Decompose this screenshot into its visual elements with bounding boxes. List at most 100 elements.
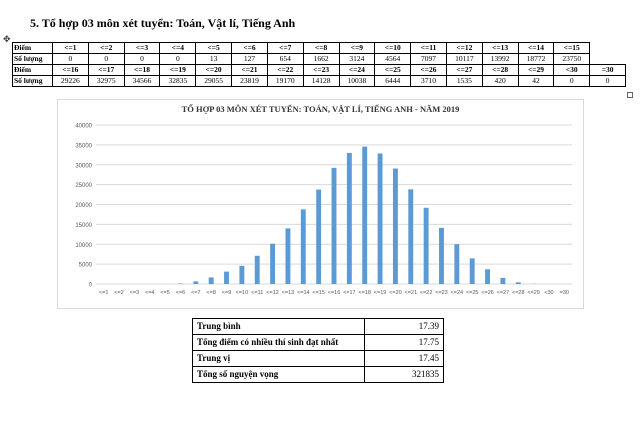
- x-tick-label: <=23: [435, 290, 448, 296]
- score-distribution-table: Điểm <=1 <=2 <=3 <=4 <=5 <=6 <=7 <=8 <=9 <=10 <=11 <…: [12, 42, 626, 87]
- count-cell: 3710: [410, 75, 447, 87]
- bar: [300, 209, 306, 284]
- x-tick-label: <=20: [389, 290, 402, 296]
- count-cell: 0: [159, 53, 197, 65]
- x-tick-label: <=5: [160, 290, 169, 296]
- x-tick-label: <=2: [114, 290, 123, 296]
- y-tick-label: 15000: [75, 223, 92, 229]
- score-cell: <=22: [266, 64, 304, 76]
- x-tick-label: <=29: [527, 290, 540, 296]
- score-cell: <=11: [410, 42, 447, 54]
- score-cell: <=24: [338, 64, 376, 76]
- x-tick-label: <=13: [282, 290, 295, 296]
- count-cell: 13: [195, 53, 233, 65]
- x-tick-label: <=3: [130, 290, 139, 296]
- stat-label: Tổng điểm có nhiều thí sinh đạt nhất: [192, 334, 365, 351]
- count-cell: 4564: [374, 53, 412, 65]
- score-cell: <=6: [231, 42, 268, 54]
- x-tick-label: <=10: [236, 290, 249, 296]
- count-cell: 3124: [338, 53, 376, 65]
- bar: [177, 283, 183, 284]
- count-cell: 6444: [374, 75, 412, 87]
- score-cell: <=14: [517, 42, 555, 54]
- x-tick-label: <=8: [206, 290, 215, 296]
- score-cell: <=3: [123, 42, 161, 54]
- bar: [208, 277, 214, 284]
- count-cell: 420: [481, 75, 519, 87]
- table-row-scores-1: Điểm <=1 <=2 <=3 <=4 <=5 <=6 <=7 <=8 <=9 <=10 <=11 <…: [12, 42, 626, 54]
- score-cell: <=19: [159, 64, 197, 76]
- x-tick-label: <=24: [451, 290, 464, 296]
- row-label: Số lượng: [12, 75, 53, 87]
- x-tick-label: <=9: [222, 290, 231, 296]
- y-tick-label: 0: [89, 283, 93, 289]
- bar: [485, 269, 491, 284]
- count-cell: 1662: [302, 53, 340, 65]
- x-tick-label: <=11: [251, 290, 263, 296]
- section-heading: 5. Tổ hợp 03 môn xét tuyển: Toán, Vật lí…: [30, 16, 296, 30]
- x-tick-label: <=28: [512, 290, 525, 296]
- y-tick-label: 25000: [75, 183, 92, 189]
- score-histogram-chart: TỔ HỢP 03 MÔN XÉT TUYỂN: TOÁN, VẬT LÍ, T…: [57, 99, 584, 309]
- score-cell: <=7: [266, 42, 304, 54]
- score-cell: <=15: [553, 42, 591, 54]
- summary-stats-table: Trung bình 17.39 Tổng điểm có nhiều thí si…: [192, 318, 444, 383]
- bar: [408, 189, 414, 284]
- count-cell: 32835: [159, 75, 197, 87]
- stat-value: 17.39: [364, 318, 444, 335]
- table-row-counts-2: Số lượng 29226 32975 34566 32835 29055 23819 19…: [12, 75, 626, 87]
- count-cell: 0: [553, 75, 591, 87]
- score-cell: <=10: [374, 42, 412, 54]
- x-tick-label: <=16: [328, 290, 341, 296]
- table-resize-handle[interactable]: [627, 92, 633, 98]
- x-tick-label: <=19: [374, 290, 387, 296]
- count-cell: 0: [52, 53, 89, 65]
- score-cell: <=18: [123, 64, 161, 76]
- row-label: Điểm: [12, 42, 53, 54]
- score-cell: <=8: [302, 42, 340, 54]
- score-cell: <=29: [517, 64, 555, 76]
- y-tick-label: 10000: [75, 243, 92, 249]
- score-cell: <=20: [195, 64, 233, 76]
- count-cell: 0: [589, 75, 626, 87]
- chart-title: TỔ HỢP 03 MÔN XÉT TUYỂN: TOÁN, VẬT LÍ, T…: [181, 104, 460, 114]
- score-cell: <=21: [231, 64, 268, 76]
- stat-label: Tổng số nguyện vọng: [192, 366, 365, 383]
- score-cell: <=16: [52, 64, 89, 76]
- count-cell: 10117: [445, 53, 483, 65]
- score-cell: <=9: [338, 42, 376, 54]
- score-cell: =30: [589, 64, 626, 76]
- bar: [316, 189, 322, 284]
- count-cell: 127: [231, 53, 268, 65]
- bar: [377, 153, 383, 284]
- row-label: Điểm: [12, 64, 53, 76]
- table-row-scores-2: Điểm <=16 <=17 <=18 <=19 <=20 <=21 <=22 <=23 <=24…: [12, 64, 626, 76]
- x-tick-label: <=25: [466, 290, 479, 296]
- stat-value: 321835: [364, 366, 444, 383]
- bar: [362, 146, 368, 284]
- count-cell: 0: [123, 53, 161, 65]
- bar: [515, 282, 521, 284]
- score-cell: <=12: [445, 42, 483, 54]
- x-tick-label: <=27: [497, 290, 510, 296]
- score-cell: <=23: [302, 64, 340, 76]
- bar: [224, 271, 229, 284]
- x-tick-label: <=22: [420, 290, 433, 296]
- y-tick-label: 5000: [79, 263, 93, 269]
- count-cell: 13992: [481, 53, 519, 65]
- table-row: Tổng điểm có nhiều thí sinh đạt nhất 17.7…: [192, 334, 444, 351]
- bar: [254, 255, 260, 284]
- bar: [439, 227, 444, 284]
- bar: [469, 258, 475, 284]
- count-cell: 18772: [517, 53, 555, 65]
- move-handle-icon[interactable]: ✥: [3, 34, 11, 44]
- count-cell: 0: [87, 53, 125, 65]
- y-tick-label: 40000: [75, 124, 92, 130]
- x-tick-label: <=15: [312, 290, 325, 296]
- x-tick-label: <=6: [176, 290, 185, 296]
- score-cell: <=5: [195, 42, 233, 54]
- bar: [193, 281, 199, 284]
- x-tick-label: <=26: [481, 290, 494, 296]
- x-tick-label: <=21: [405, 290, 418, 296]
- score-cell: <=4: [159, 42, 197, 54]
